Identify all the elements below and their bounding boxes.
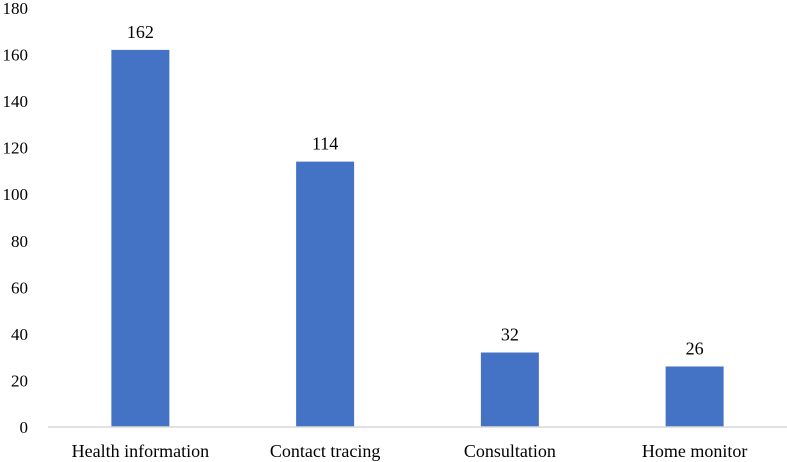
- bar-1: [111, 49, 170, 428]
- x-tick-label-2: Contact tracing: [270, 441, 380, 461]
- x-tick-label-3: Consultation: [464, 441, 556, 461]
- y-tick-label-180: 180: [3, 0, 29, 18]
- bar-2: [296, 161, 355, 427]
- bar-4: [665, 366, 724, 427]
- x-tick-label-1: Health information: [72, 441, 209, 461]
- data-label-1: 162: [127, 22, 154, 42]
- y-tick-label-20: 20: [11, 371, 28, 390]
- x-tick-label-4: Home monitor: [642, 441, 748, 461]
- bar-3: [480, 352, 539, 427]
- y-tick-label-140: 140: [3, 92, 29, 111]
- y-tick-label-0: 0: [20, 418, 29, 437]
- y-tick-label-80: 80: [11, 232, 28, 251]
- data-label-3: 32: [501, 325, 519, 345]
- data-labels: 162 114 32 26: [127, 22, 704, 359]
- data-label-2: 114: [312, 134, 338, 154]
- y-tick-label-60: 60: [11, 278, 28, 297]
- y-tick-label-120: 120: [3, 139, 29, 158]
- y-tick-label-100: 100: [3, 185, 29, 204]
- x-axis: Health information Contact tracing Consult…: [72, 441, 748, 461]
- y-tick-label-160: 160: [3, 46, 29, 65]
- bars: [111, 49, 724, 428]
- y-axis: 0 20 40 60 80 100 120 140 160 180: [3, 0, 29, 437]
- y-tick-label-40: 40: [11, 325, 28, 344]
- data-label-4: 26: [686, 338, 704, 358]
